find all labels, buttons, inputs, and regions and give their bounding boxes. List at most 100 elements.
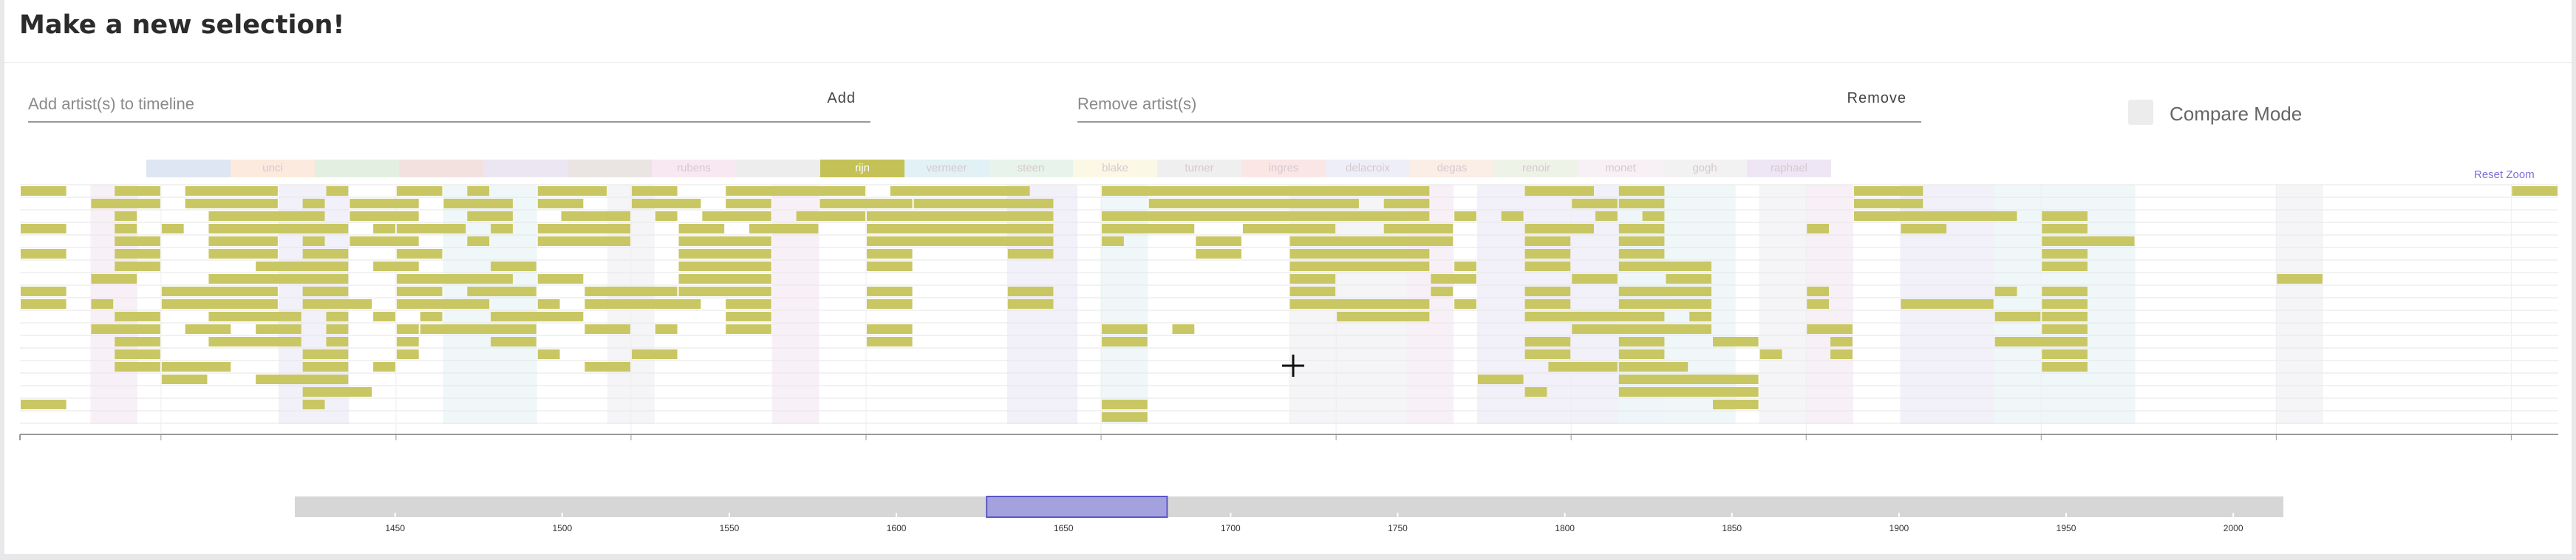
artwork-bar[interactable]	[1102, 400, 1148, 409]
artwork-bar[interactable]	[1524, 262, 1571, 271]
artwork-bar[interactable]	[1454, 299, 1476, 309]
legend-chip[interactable]	[736, 160, 820, 177]
artwork-bar[interactable]	[1807, 224, 1830, 233]
artwork-bar[interactable]	[1853, 199, 1924, 208]
artwork-bar[interactable]	[21, 299, 67, 309]
artwork-bar[interactable]	[537, 224, 630, 233]
artwork-bar[interactable]	[585, 362, 630, 372]
artwork-bar[interactable]	[373, 362, 395, 372]
legend-chip[interactable]	[146, 160, 231, 177]
legend-chip[interactable]: raphael	[1747, 160, 1831, 177]
artwork-bar[interactable]	[1431, 287, 1454, 296]
artwork-bar[interactable]	[491, 312, 584, 321]
artwork-bar[interactable]	[726, 299, 771, 309]
artwork-bar[interactable]	[585, 299, 701, 309]
artwork-bar[interactable]	[1524, 337, 1571, 346]
legend-chip[interactable]	[315, 160, 399, 177]
artwork-bar[interactable]	[491, 224, 513, 233]
artwork-bar[interactable]	[678, 249, 771, 259]
artwork-bar[interactable]	[1383, 224, 1454, 233]
artwork-bar[interactable]	[1196, 249, 1241, 259]
artwork-bar[interactable]	[867, 236, 1054, 246]
remove-button[interactable]: Remove	[1847, 90, 1907, 106]
artwork-bar[interactable]	[1383, 199, 1430, 208]
artwork-bar[interactable]	[115, 249, 160, 259]
artwork-bar[interactable]	[350, 199, 419, 208]
artwork-bar[interactable]	[1666, 274, 1711, 284]
artwork-bar[interactable]	[867, 337, 913, 346]
artwork-bar[interactable]	[1618, 375, 1759, 384]
artwork-bar[interactable]	[1853, 186, 1924, 196]
artwork-bar[interactable]	[1337, 312, 1430, 321]
timeline-chart[interactable]: 1630163516401645165016551660166516701675…	[4, 0, 2572, 443]
artwork-bar[interactable]	[1830, 337, 1853, 346]
overview-selection-window[interactable]	[986, 496, 1168, 518]
legend-chip[interactable]: delacroix	[1326, 160, 1410, 177]
artwork-bar[interactable]	[208, 274, 349, 284]
artwork-bar[interactable]	[396, 249, 443, 259]
artwork-bar[interactable]	[1595, 211, 1618, 221]
artwork-bar[interactable]	[396, 186, 443, 196]
artwork-bar[interactable]	[256, 324, 301, 334]
legend-chip[interactable]	[568, 160, 652, 177]
artwork-bar[interactable]	[443, 199, 513, 208]
artwork-bar[interactable]	[1713, 400, 1759, 409]
artwork-bar[interactable]	[350, 236, 419, 246]
artwork-bar[interactable]	[1830, 349, 1853, 359]
artwork-bar[interactable]	[1572, 274, 1618, 284]
artwork-bar[interactable]	[1524, 312, 1665, 321]
artwork-bar[interactable]	[1994, 312, 2041, 321]
artwork-bar[interactable]	[208, 337, 301, 346]
remove-artist-input[interactable]	[1077, 92, 1669, 117]
artwork-bar[interactable]	[396, 349, 419, 359]
artwork-bar[interactable]	[1102, 412, 1148, 422]
artwork-bar[interactable]	[1454, 262, 1476, 271]
legend-chip[interactable]: vermeer	[904, 160, 989, 177]
artwork-bar[interactable]	[1618, 186, 1665, 196]
artwork-bar[interactable]	[1102, 324, 1148, 334]
artwork-bar[interactable]	[115, 262, 160, 271]
artwork-bar[interactable]	[1102, 211, 1430, 221]
artwork-bar[interactable]	[796, 211, 865, 221]
artwork-bar[interactable]	[537, 236, 630, 246]
artwork-bar[interactable]	[115, 362, 160, 372]
artwork-bar[interactable]	[537, 199, 584, 208]
artwork-bar[interactable]	[115, 349, 160, 359]
artwork-bar[interactable]	[302, 249, 349, 259]
artwork-bar[interactable]	[185, 199, 278, 208]
artwork-bar[interactable]	[1196, 236, 1241, 246]
overview-track[interactable]	[295, 496, 2283, 517]
artwork-bar[interactable]	[537, 186, 607, 196]
artwork-bar[interactable]	[867, 287, 913, 296]
artwork-bar[interactable]	[1477, 375, 1524, 384]
artwork-bar[interactable]	[1807, 287, 1830, 296]
reset-zoom-link[interactable]: Reset Zoom	[2474, 168, 2535, 181]
artwork-bar[interactable]	[302, 387, 372, 397]
artwork-bar[interactable]	[2042, 249, 2088, 259]
artwork-bar[interactable]	[1642, 211, 1665, 221]
artwork-bar[interactable]	[726, 324, 771, 334]
legend-chip[interactable]: monet	[1578, 160, 1663, 177]
artwork-bar[interactable]	[1501, 211, 1524, 221]
artwork-bar[interactable]	[91, 274, 137, 284]
artwork-bar[interactable]	[1618, 337, 1665, 346]
artwork-bar[interactable]	[2042, 349, 2088, 359]
artwork-bar[interactable]	[631, 199, 701, 208]
legend-chip[interactable]	[483, 160, 568, 177]
artwork-bar[interactable]	[867, 262, 913, 271]
artwork-bar[interactable]	[1524, 236, 1571, 246]
artwork-bar[interactable]	[702, 211, 771, 221]
artwork-bar[interactable]	[161, 287, 278, 296]
artwork-bar[interactable]	[631, 349, 678, 359]
artwork-bar[interactable]	[396, 274, 513, 284]
artwork-bar[interactable]	[420, 324, 536, 334]
artwork-bar[interactable]	[326, 337, 349, 346]
artwork-bar[interactable]	[91, 199, 160, 208]
artwork-bar[interactable]	[1289, 236, 1454, 246]
artwork-bar[interactable]	[1524, 186, 1594, 196]
artwork-bar[interactable]	[208, 312, 301, 321]
artwork-bar[interactable]	[1618, 299, 1711, 309]
artwork-bar[interactable]	[21, 249, 67, 259]
legend-chip[interactable]: ingres	[1241, 160, 1326, 177]
artwork-bar[interactable]	[913, 199, 1054, 208]
